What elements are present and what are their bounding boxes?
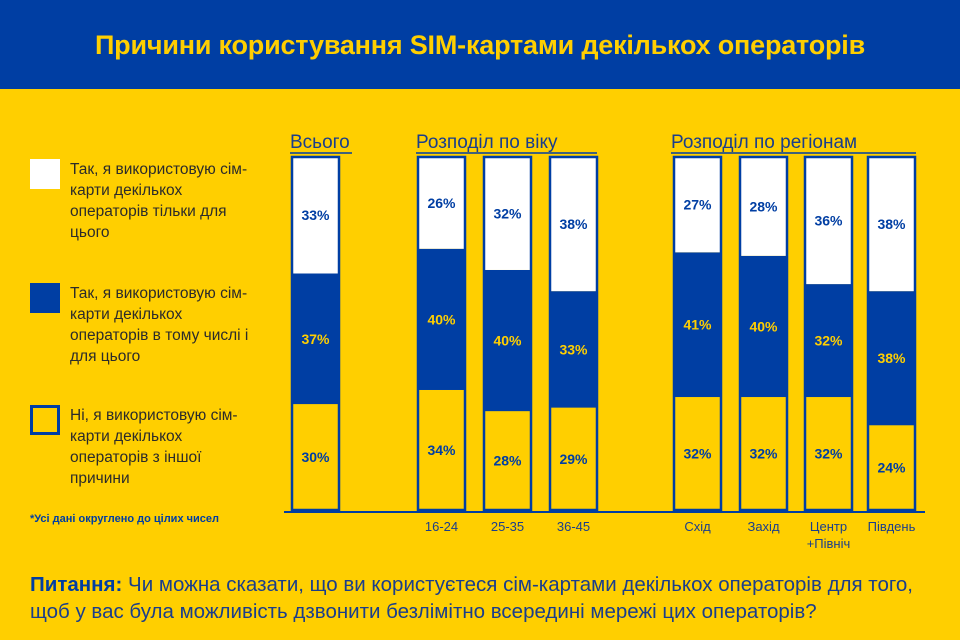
- data-label: 32%: [814, 333, 843, 349]
- bar-segment: [805, 284, 852, 398]
- legend-swatch-white: [30, 159, 60, 189]
- bar-segment: [740, 397, 787, 510]
- bar-segment: [868, 157, 915, 292]
- bar-segment: [674, 397, 721, 510]
- data-label: 37%: [301, 331, 330, 347]
- bar-segment: [292, 157, 339, 274]
- bar-segment: [674, 157, 721, 253]
- bar-segment: [550, 407, 597, 510]
- bar-segment: [740, 255, 787, 398]
- bar-outline: [738, 155, 789, 512]
- data-label: 32%: [493, 205, 522, 221]
- legend-label: Так, я використовую сім-карти декількох …: [70, 285, 249, 365]
- data-label: 33%: [301, 207, 330, 223]
- bar-outline: [548, 155, 599, 512]
- bar-segment: [418, 389, 465, 510]
- bar-segment: [292, 404, 339, 510]
- footnote: *Усі дані округлено до цілих чисел: [30, 513, 219, 525]
- data-label: 28%: [493, 453, 522, 469]
- legend-swatch-yellow: [30, 405, 60, 435]
- bar-segment: [674, 252, 721, 398]
- data-label: 30%: [301, 449, 330, 465]
- bar-outline: [866, 155, 917, 512]
- bar-outline: [290, 155, 341, 512]
- bar-segment: [418, 157, 465, 249]
- question-label: Питання:: [30, 573, 123, 596]
- data-label: 41%: [683, 317, 712, 333]
- header-bar: Причини користування SIM-картами декільк…: [0, 0, 960, 89]
- question-text: Чи можна сказати, що ви користуєтеся сім…: [30, 573, 913, 623]
- page-title: Причини користування SIM-картами декільк…: [94, 30, 866, 60]
- bar-segment: [484, 411, 531, 510]
- data-label: 40%: [427, 311, 456, 327]
- bar-outline: [482, 155, 533, 512]
- category-label: Схід: [684, 519, 711, 534]
- bar-segment: [418, 248, 465, 390]
- data-label: 38%: [877, 350, 906, 366]
- category-label: 25-35: [491, 519, 524, 534]
- data-label: 29%: [559, 451, 588, 467]
- category-label: Захід: [747, 519, 779, 534]
- bar-outline: [672, 155, 723, 512]
- category-label: Центр: [810, 519, 847, 534]
- category-label: Південь: [868, 519, 916, 534]
- bar-segment: [292, 273, 339, 405]
- bar-segment: [805, 397, 852, 510]
- data-label: 38%: [559, 216, 588, 232]
- stacked-bar-chart: Всього Розподіл по віку Розподіл по регіон…: [284, 132, 925, 551]
- group-title: Розподіл по регіонам: [671, 132, 857, 153]
- bar-segment: [484, 269, 531, 412]
- bar-segment: [805, 157, 852, 285]
- data-label: 40%: [493, 333, 522, 349]
- data-label: 24%: [877, 460, 906, 476]
- bar-segment: [550, 291, 597, 408]
- legend-swatch-blue: [30, 283, 60, 313]
- data-label: 28%: [749, 198, 778, 214]
- legend-label: Так, я використовую сім-карти декількох …: [70, 161, 248, 241]
- bar-outline: [416, 155, 467, 512]
- group-title: Всього: [290, 132, 350, 153]
- data-label: 40%: [749, 318, 778, 334]
- bar-segment: [868, 425, 915, 510]
- data-label: 26%: [427, 195, 456, 211]
- data-label: 32%: [749, 446, 778, 462]
- data-label: 32%: [683, 446, 712, 462]
- data-label: 32%: [814, 446, 843, 462]
- bar-outline: [803, 155, 854, 512]
- bar-segment: [868, 291, 915, 426]
- data-label: 36%: [814, 213, 843, 229]
- data-label: 33%: [559, 341, 588, 357]
- group-title: Розподіл по віку: [416, 132, 558, 153]
- data-label: 38%: [877, 216, 906, 232]
- category-label: 36-45: [557, 519, 590, 534]
- bar-segment: [740, 157, 787, 256]
- category-label: +Північ: [807, 536, 851, 551]
- data-label: 34%: [427, 442, 456, 458]
- survey-question: Питання: Чи можна сказати, що ви користу…: [30, 571, 950, 625]
- legend-label: Ні, я використовую сім-карти декількох о…: [70, 407, 238, 487]
- bar-segment: [550, 157, 597, 292]
- data-label: 27%: [683, 197, 712, 213]
- category-label: 16-24: [425, 519, 458, 534]
- bar-segment: [484, 157, 531, 270]
